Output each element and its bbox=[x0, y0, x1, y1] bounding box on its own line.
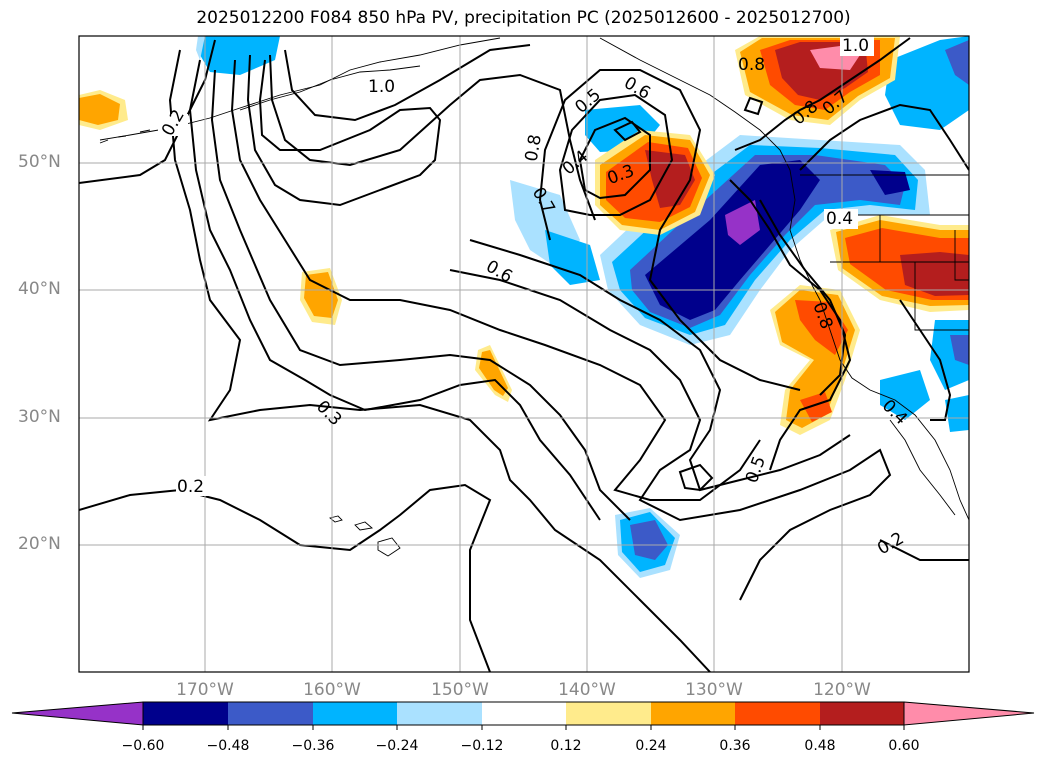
shade-neg-light bbox=[545, 230, 600, 285]
contour-label: 1.0 bbox=[368, 77, 395, 97]
colorbar-tick-label: −0.12 bbox=[460, 738, 504, 754]
contour-line bbox=[79, 39, 216, 184]
hawaii-islands bbox=[329, 515, 401, 557]
contour-label: 0.8 bbox=[522, 133, 546, 163]
latitude-label: 50°N bbox=[18, 152, 61, 172]
contour-line bbox=[613, 120, 642, 142]
contour-line bbox=[759, 199, 847, 396]
latitude-label: 30°N bbox=[18, 407, 61, 427]
latitude-label: 40°N bbox=[18, 279, 61, 299]
colorbar-tick-label: −0.24 bbox=[375, 738, 419, 754]
colorbar-extend-high bbox=[903, 701, 1035, 726]
colorbar-tick-label: −0.36 bbox=[291, 738, 335, 754]
shade-neg-strong bbox=[870, 170, 910, 195]
colorbar-swatch bbox=[735, 702, 820, 725]
colorbar-tick-label: 0.60 bbox=[888, 738, 920, 754]
contour-label: 0.2 bbox=[177, 477, 204, 497]
gridlines bbox=[79, 36, 969, 672]
shade-neg-light bbox=[200, 36, 280, 75]
shade-pos-light bbox=[79, 94, 120, 125]
shade-neg-light bbox=[945, 395, 969, 432]
colorbar-tick-label: −0.60 bbox=[121, 738, 165, 754]
map-plot-area: 1.0 1.0 0.2 0.2 0.5 0.6 0.8 0.4 0.3 0.7 … bbox=[79, 36, 969, 672]
contour-label: 0.8 bbox=[738, 55, 765, 75]
shade-pos-light bbox=[304, 272, 338, 318]
longitude-label: 160°W bbox=[303, 680, 361, 700]
alaska-peninsula bbox=[239, 65, 421, 111]
longitude-label: 140°W bbox=[558, 680, 616, 700]
longitude-label: 130°W bbox=[685, 680, 743, 700]
colorbar-swatch bbox=[566, 702, 651, 725]
figure-title: 2025012200 F084 850 hPa PV, precipitatio… bbox=[196, 8, 851, 28]
colorbar-tick-label: 0.24 bbox=[635, 738, 667, 754]
contour-line bbox=[538, 69, 801, 391]
colorbar-swatch bbox=[651, 702, 735, 725]
map-frame bbox=[78, 35, 970, 673]
shade-neg-light bbox=[880, 370, 930, 420]
colorbar bbox=[11, 701, 1035, 730]
longitude-label: 170°W bbox=[176, 680, 234, 700]
contour-label: 0.4 bbox=[826, 209, 853, 229]
contour-line bbox=[899, 299, 952, 421]
colorbar-swatch bbox=[820, 702, 904, 725]
contour-line bbox=[230, 59, 761, 501]
shade-purple bbox=[725, 200, 760, 245]
contour-line bbox=[449, 269, 892, 601]
contour-line bbox=[284, 44, 531, 122]
shade-neg-mid bbox=[945, 40, 969, 85]
contour-line bbox=[743, 96, 764, 116]
colorbar-tick-label: 0.48 bbox=[804, 738, 836, 754]
contour-line bbox=[678, 463, 714, 492]
contour-line bbox=[210, 69, 631, 521]
shade-neg-mid bbox=[950, 335, 969, 365]
colorbar-swatch bbox=[143, 702, 228, 725]
colorbar-tick-label: −0.48 bbox=[206, 738, 250, 754]
contour-line bbox=[734, 37, 911, 151]
contour-line bbox=[879, 539, 969, 561]
aleutian-islands bbox=[99, 125, 171, 144]
contour-line bbox=[558, 93, 674, 216]
colorbar-swatch bbox=[313, 702, 397, 725]
colorbar-swatch bbox=[228, 702, 313, 725]
contour-line bbox=[729, 179, 852, 471]
colorbar-swatch bbox=[397, 702, 482, 725]
colorbar-extend-low bbox=[11, 701, 144, 726]
longitude-label: 150°W bbox=[431, 680, 489, 700]
colorbar-swatch bbox=[482, 702, 566, 725]
colorbar-tick-label: 0.12 bbox=[550, 738, 582, 754]
shade-pos-mid bbox=[800, 392, 832, 422]
latitude-label: 20°N bbox=[18, 534, 61, 554]
contour-line bbox=[799, 103, 969, 171]
us-west-coast bbox=[819, 299, 969, 521]
state-borders bbox=[830, 214, 969, 331]
shade-neg-pale bbox=[196, 36, 205, 60]
longitude-label: 120°W bbox=[813, 680, 871, 700]
colorbar-tick-label: 0.36 bbox=[719, 738, 751, 754]
shade-neg-strong bbox=[645, 160, 820, 320]
contour-line bbox=[246, 54, 442, 207]
shade-pos-strong bbox=[900, 252, 969, 296]
contour-line bbox=[578, 116, 651, 200]
contour-label: 1.0 bbox=[842, 36, 869, 56]
baja-coast bbox=[889, 419, 956, 516]
bc-coast bbox=[599, 37, 821, 301]
shade-neg-mid bbox=[630, 520, 668, 560]
